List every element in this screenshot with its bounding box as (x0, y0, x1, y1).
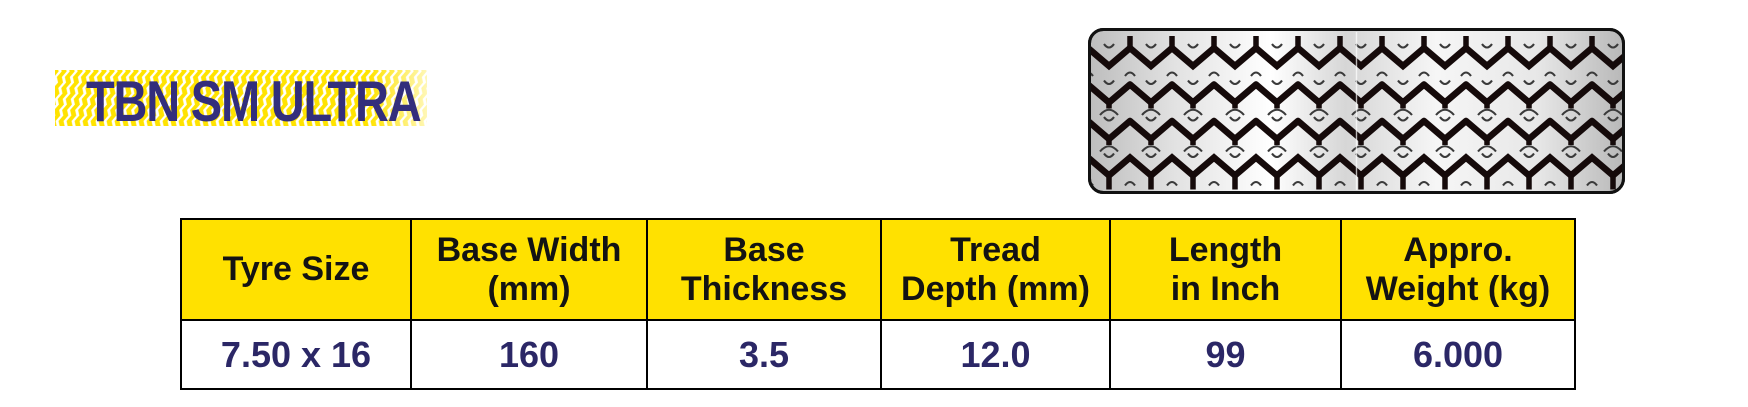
svg-text:TBN SM ULTRA: TBN SM ULTRA (86, 71, 421, 134)
